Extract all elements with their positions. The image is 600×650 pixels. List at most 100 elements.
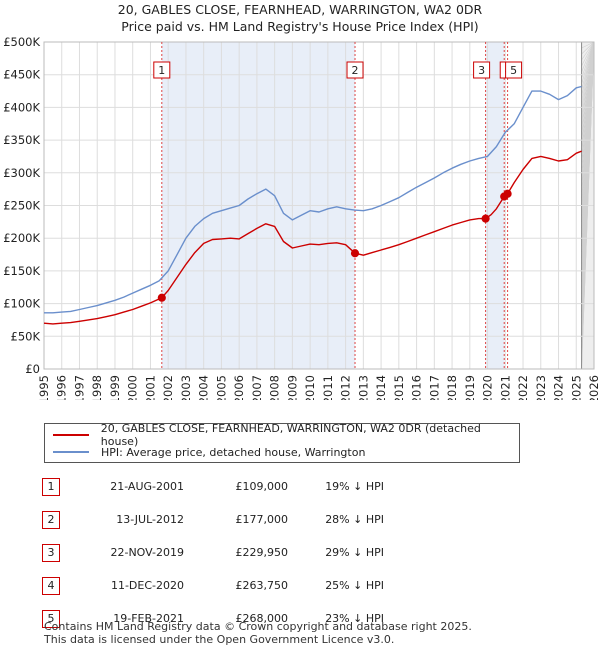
sale-hpi-diff: 19% ↓ HPI [325, 480, 384, 493]
legend-label-property: 20, GABLES CLOSE, FEARNHEAD, WARRINGTON,… [100, 422, 481, 448]
sale-point [481, 214, 490, 223]
legend-item-hpi: HPI: Average price, detached house, Warr… [53, 444, 365, 460]
x-tick-label: 2011 [321, 375, 335, 400]
sale-label-box [473, 61, 491, 79]
sale-price: £109,000 [235, 480, 289, 493]
forecast-hatch [581, 41, 595, 67]
sale-number-badge: 4 [42, 576, 60, 595]
sales-table: 1 21-AUG-2001 £109,000 19% ↓ HPI 2 13-JU… [42, 470, 384, 635]
chart-subtitle: Price paid vs. HM Land Registry's House … [121, 19, 479, 34]
x-tick-label: 2003 [179, 375, 193, 400]
sale-label-text: 1 [158, 64, 165, 77]
footer-copyright: Contains HM Land Registry data © Crown c… [44, 620, 472, 633]
sale-number-badge: 5 [42, 609, 60, 628]
x-tick-label: 2012 [339, 375, 353, 400]
table-row: 5 19-FEB-2021 £268,000 23% ↓ HPI [42, 602, 384, 635]
x-tick-label: 1995 [37, 375, 51, 400]
sale-date: 11-DEC-2020 [110, 579, 184, 592]
x-tick-label: 2005 [214, 375, 228, 400]
x-tick-label: 2020 [481, 375, 495, 400]
y-tick-label: £350K [3, 133, 40, 147]
x-tick-label: 2010 [303, 375, 317, 400]
x-tick-label: 2001 [143, 375, 157, 400]
sale-label-box [346, 61, 364, 79]
y-tick-label: £100K [3, 297, 40, 311]
x-tick-label: 2018 [445, 375, 459, 400]
x-tick-label: 1997 [72, 375, 86, 400]
sale-label-box [153, 61, 171, 79]
x-tick-label: 2009 [285, 375, 299, 400]
x-tick-label: 2002 [161, 375, 175, 400]
x-tick-label: 1999 [108, 375, 122, 400]
y-tick-label: £200K [3, 231, 40, 245]
x-tick-label: 2025 [569, 375, 583, 400]
y-tick-label: £0 [25, 362, 40, 376]
x-tick-label: 2023 [534, 375, 548, 400]
sale-label-text: 3 [478, 64, 485, 77]
sale-price: £177,000 [235, 513, 289, 526]
x-tick-label: 2019 [463, 375, 477, 400]
y-tick-label: £250K [3, 199, 40, 213]
sale-date: 19-FEB-2021 [113, 612, 184, 625]
sale-hpi-diff: 23% ↓ HPI [325, 612, 384, 625]
sale-price: £263,750 [235, 579, 289, 592]
sale-date: 22-NOV-2019 [110, 546, 184, 559]
sale-number-badge: 2 [42, 510, 60, 529]
sale-number-badge: 3 [42, 543, 60, 562]
x-tick-label: 2022 [516, 375, 530, 400]
hpi-line [44, 85, 582, 314]
sale-point [157, 293, 166, 302]
x-tick-label: 2014 [374, 375, 388, 400]
legend-swatch-blue [53, 451, 89, 453]
x-tick-label: 2015 [392, 375, 406, 400]
footer-licence: This data is licensed under the Open Gov… [44, 633, 395, 646]
x-tick-label: 1996 [55, 375, 69, 400]
legend-swatch-red [53, 434, 89, 436]
x-tick-label: 2006 [232, 375, 246, 400]
forecast-hatch [581, 41, 595, 61]
sale-label-text: 5 [510, 64, 517, 77]
x-tick-label: 2013 [356, 375, 370, 400]
x-tick-label: 2016 [410, 375, 424, 400]
y-tick-label: £300K [3, 166, 40, 180]
sale-hpi-diff: 29% ↓ HPI [325, 546, 384, 559]
x-tick-label: 2000 [126, 375, 140, 400]
sale-label-box [505, 61, 523, 79]
forecast-hatch [581, 41, 595, 55]
x-tick-label: 1998 [90, 375, 104, 400]
plot-border [43, 41, 595, 370]
x-tick-label: 2021 [498, 375, 512, 400]
x-tick-label: 2007 [250, 375, 264, 400]
y-tick-label: £400K [3, 100, 40, 114]
sale-point [503, 189, 512, 198]
chart-title: 20, GABLES CLOSE, FEARNHEAD, WARRINGTON,… [117, 2, 483, 17]
legend-label-hpi: HPI: Average price, detached house, Warr… [101, 445, 366, 459]
sale-label-text: 2 [352, 64, 359, 77]
sale-price: £268,000 [235, 612, 289, 625]
property-price-line [43, 150, 582, 325]
x-tick-label: 2017 [427, 375, 441, 400]
sale-price: £229,950 [235, 546, 289, 559]
y-tick-label: £150K [3, 264, 40, 278]
sale-date: 13-JUL-2012 [116, 513, 184, 526]
legend-item-property: 20, GABLES CLOSE, FEARNHEAD, WARRINGTON,… [53, 422, 519, 448]
sale-hpi-diff: 25% ↓ HPI [325, 579, 384, 592]
x-tick-label: 2026 [587, 375, 600, 400]
table-row: 3 22-NOV-2019 £229,950 29% ↓ HPI [42, 536, 384, 569]
legend: 20, GABLES CLOSE, FEARNHEAD, WARRINGTON,… [44, 422, 520, 463]
table-row: 4 11-DEC-2020 £263,750 25% ↓ HPI [42, 569, 384, 602]
sale-date: 21-AUG-2001 [110, 480, 184, 493]
y-tick-label: £50K [11, 329, 41, 343]
y-tick-label: £500K [3, 35, 40, 49]
y-tick-label: £450K [3, 68, 40, 82]
price-chart: 12345 £0£50K£100K£150K£200K£250K£300K£35… [3, 35, 600, 400]
sale-point [350, 249, 360, 258]
forecast-hatch [581, 41, 595, 49]
x-tick-label: 2024 [552, 375, 566, 400]
x-tick-label: 2008 [268, 375, 282, 400]
forecast-hatch [581, 41, 595, 73]
table-row: 1 21-AUG-2001 £109,000 19% ↓ HPI [42, 470, 384, 503]
table-row: 2 13-JUL-2012 £177,000 28% ↓ HPI [42, 503, 384, 536]
sale-hpi-diff: 28% ↓ HPI [325, 513, 384, 526]
sale-number-badge: 1 [42, 477, 60, 496]
